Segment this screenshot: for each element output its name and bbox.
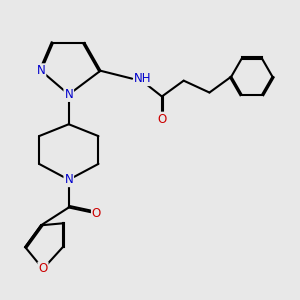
Text: NH: NH — [134, 72, 152, 85]
Text: N: N — [37, 64, 45, 77]
Text: N: N — [64, 173, 73, 186]
Text: O: O — [38, 262, 48, 275]
Text: O: O — [92, 207, 101, 220]
Text: O: O — [157, 112, 167, 126]
Text: N: N — [64, 88, 73, 101]
